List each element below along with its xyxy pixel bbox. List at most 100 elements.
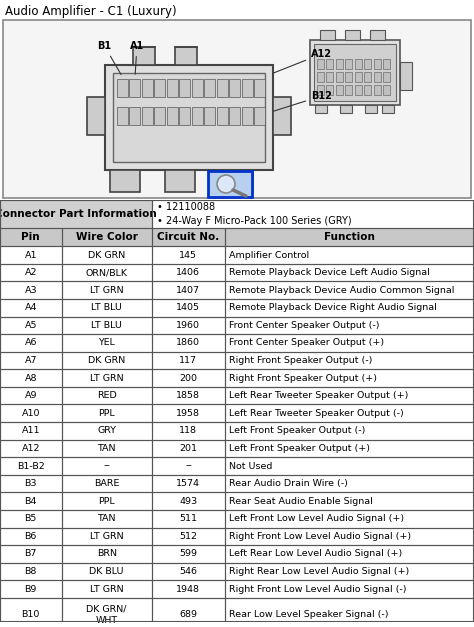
Bar: [62, 545, 152, 562]
Text: Function: Function: [324, 232, 375, 242]
Text: DK BLU: DK BLU: [90, 567, 124, 576]
Text: A5: A5: [25, 321, 37, 330]
Text: A3: A3: [25, 286, 37, 295]
Bar: [225, 545, 474, 562]
Bar: [225, 228, 474, 246]
Text: DK GRN: DK GRN: [88, 251, 125, 260]
Bar: [315, 105, 327, 113]
Bar: [0, 200, 152, 228]
Text: Remote Playback Device Left Audio Signal: Remote Playback Device Left Audio Signal: [229, 268, 430, 277]
Bar: [383, 72, 391, 82]
Text: B5: B5: [25, 514, 37, 524]
Bar: [62, 475, 152, 492]
Bar: [62, 334, 152, 352]
Text: TAN: TAN: [97, 444, 116, 453]
Bar: [152, 334, 225, 352]
Bar: [133, 47, 155, 65]
Bar: [0, 317, 62, 334]
Text: LT GRN: LT GRN: [90, 584, 123, 594]
Bar: [152, 264, 225, 282]
Bar: [317, 72, 324, 82]
Bar: [336, 72, 343, 82]
Bar: [225, 317, 474, 334]
Text: Front Center Speaker Output (+): Front Center Speaker Output (+): [229, 339, 384, 347]
Text: TAN: TAN: [97, 514, 116, 524]
Text: Wire Color: Wire Color: [76, 232, 137, 242]
Bar: [225, 387, 474, 404]
Bar: [155, 107, 165, 125]
Bar: [204, 79, 216, 97]
Text: LT GRN: LT GRN: [90, 286, 123, 295]
Bar: [365, 59, 372, 69]
Bar: [225, 440, 474, 457]
Bar: [217, 107, 228, 125]
Bar: [0, 387, 62, 404]
Bar: [175, 47, 197, 65]
Bar: [365, 105, 377, 113]
Bar: [0, 457, 62, 475]
Bar: [152, 581, 225, 598]
Bar: [0, 299, 62, 317]
Text: Not Used: Not Used: [229, 461, 273, 470]
Bar: [152, 562, 225, 581]
Text: DK GRN/
WHT: DK GRN/ WHT: [86, 605, 127, 625]
Text: 1405: 1405: [176, 303, 201, 312]
Text: Right Front Low Level Audio Signal (+): Right Front Low Level Audio Signal (+): [229, 532, 411, 541]
Text: B1: B1: [98, 41, 121, 75]
Text: YEL: YEL: [98, 339, 115, 347]
Bar: [204, 107, 216, 125]
Bar: [152, 545, 225, 562]
Bar: [346, 59, 353, 69]
Text: Pin: Pin: [21, 232, 40, 242]
Bar: [345, 30, 360, 40]
Bar: [242, 79, 253, 97]
Bar: [62, 264, 152, 282]
Bar: [0, 282, 62, 299]
Text: Front Center Speaker Output (-): Front Center Speaker Output (-): [229, 321, 380, 330]
Text: 599: 599: [180, 549, 197, 559]
Bar: [152, 387, 225, 404]
Text: Right Rear Low Level Audio Signal (+): Right Rear Low Level Audio Signal (+): [229, 567, 410, 576]
Bar: [217, 79, 228, 97]
Text: Left Front Low Level Audio Signal (+): Left Front Low Level Audio Signal (+): [229, 514, 404, 524]
Bar: [370, 30, 385, 40]
Text: Left Front Speaker Output (+): Left Front Speaker Output (+): [229, 444, 370, 453]
Bar: [225, 264, 474, 282]
Bar: [0, 246, 62, 264]
Text: Connector Part Information: Connector Part Information: [0, 209, 157, 219]
Bar: [0, 581, 62, 598]
Bar: [225, 334, 474, 352]
Bar: [223, 170, 253, 192]
Bar: [225, 299, 474, 317]
Circle shape: [217, 175, 235, 193]
Bar: [62, 352, 152, 369]
Bar: [273, 97, 291, 135]
Bar: [152, 228, 225, 246]
Bar: [327, 85, 334, 95]
Bar: [208, 171, 252, 197]
Text: 145: 145: [180, 251, 197, 260]
Bar: [62, 282, 152, 299]
Bar: [152, 457, 225, 475]
Text: Remote Playback Device Audio Common Signal: Remote Playback Device Audio Common Sign…: [229, 286, 455, 295]
Bar: [0, 352, 62, 369]
Bar: [346, 85, 353, 95]
Bar: [180, 79, 191, 97]
Bar: [62, 581, 152, 598]
Text: 1858: 1858: [176, 391, 201, 400]
Text: PPL: PPL: [98, 497, 115, 506]
Bar: [225, 457, 474, 475]
Text: 117: 117: [180, 356, 197, 365]
Text: A1: A1: [25, 251, 37, 260]
Text: Rear Seat Audio Enable Signal: Rear Seat Audio Enable Signal: [229, 497, 373, 506]
Text: BRN: BRN: [97, 549, 117, 559]
Bar: [0, 440, 62, 457]
Text: 512: 512: [180, 532, 197, 541]
Text: B8: B8: [25, 567, 37, 576]
Bar: [346, 72, 353, 82]
Bar: [225, 404, 474, 422]
Bar: [0, 510, 62, 527]
Text: A4: A4: [25, 303, 37, 312]
Text: Right Front Speaker Output (+): Right Front Speaker Output (+): [229, 374, 377, 382]
Text: Rear Audio Drain Wire (-): Rear Audio Drain Wire (-): [229, 479, 348, 488]
